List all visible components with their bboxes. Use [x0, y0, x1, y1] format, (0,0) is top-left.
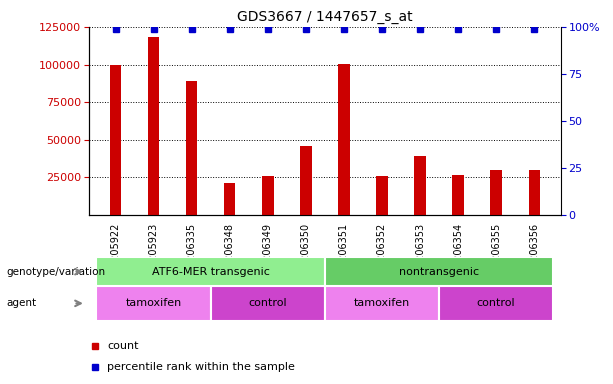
Text: percentile rank within the sample: percentile rank within the sample — [107, 362, 295, 372]
Bar — [452, 175, 464, 215]
Bar — [96, 286, 211, 321]
Bar — [414, 156, 426, 215]
Bar — [211, 286, 325, 321]
Text: count: count — [107, 341, 139, 351]
Bar — [300, 146, 311, 215]
Bar — [224, 184, 235, 215]
Bar — [325, 286, 439, 321]
Text: ATF6-MER transgenic: ATF6-MER transgenic — [152, 266, 270, 277]
Text: control: control — [477, 298, 516, 308]
Bar — [338, 64, 349, 215]
Bar — [528, 170, 540, 215]
Bar — [262, 176, 273, 215]
Text: tamoxifen: tamoxifen — [354, 298, 410, 308]
Bar — [110, 65, 121, 215]
Text: nontransgenic: nontransgenic — [399, 266, 479, 277]
Bar — [148, 37, 159, 215]
Text: tamoxifen: tamoxifen — [126, 298, 181, 308]
Bar — [439, 286, 554, 321]
Bar — [96, 257, 325, 286]
Bar — [325, 257, 554, 286]
Text: control: control — [248, 298, 287, 308]
Text: genotype/variation: genotype/variation — [6, 266, 105, 277]
Text: agent: agent — [6, 298, 36, 308]
Bar — [490, 170, 502, 215]
Bar — [186, 81, 197, 215]
Bar — [376, 176, 387, 215]
Title: GDS3667 / 1447657_s_at: GDS3667 / 1447657_s_at — [237, 10, 413, 25]
